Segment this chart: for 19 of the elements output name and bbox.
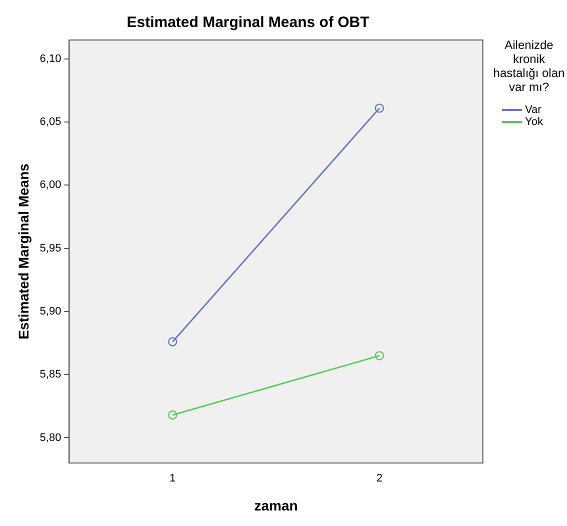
x-tick-label: 2 [376,472,382,485]
y-tick-label: 6,00 [40,179,62,192]
point [168,410,178,420]
legend-label: Var [525,104,542,116]
point [168,337,178,346]
legend-title: Ailenizde kronik hastalığı olan var mı? [492,38,566,94]
chart-title: Estimated Marginal Means of OBT [126,14,370,32]
point [374,351,384,360]
y-tick-label: 5,90 [40,306,62,318]
y-tick-label: 6,05 [40,116,62,128]
x-axis-title: zaman [254,497,298,514]
y-tick-label: 6,10 [40,52,62,65]
point [374,104,384,113]
y-tick-label: 5,80 [40,432,62,444]
y-axis-title: Estimated Marginal Means [15,163,32,340]
legend-label: Yok [525,116,543,128]
y-tick-label: 5,95 [40,242,62,254]
y-tick-label: 5,85 [40,368,62,381]
x-tick-label: 1 [170,472,176,485]
